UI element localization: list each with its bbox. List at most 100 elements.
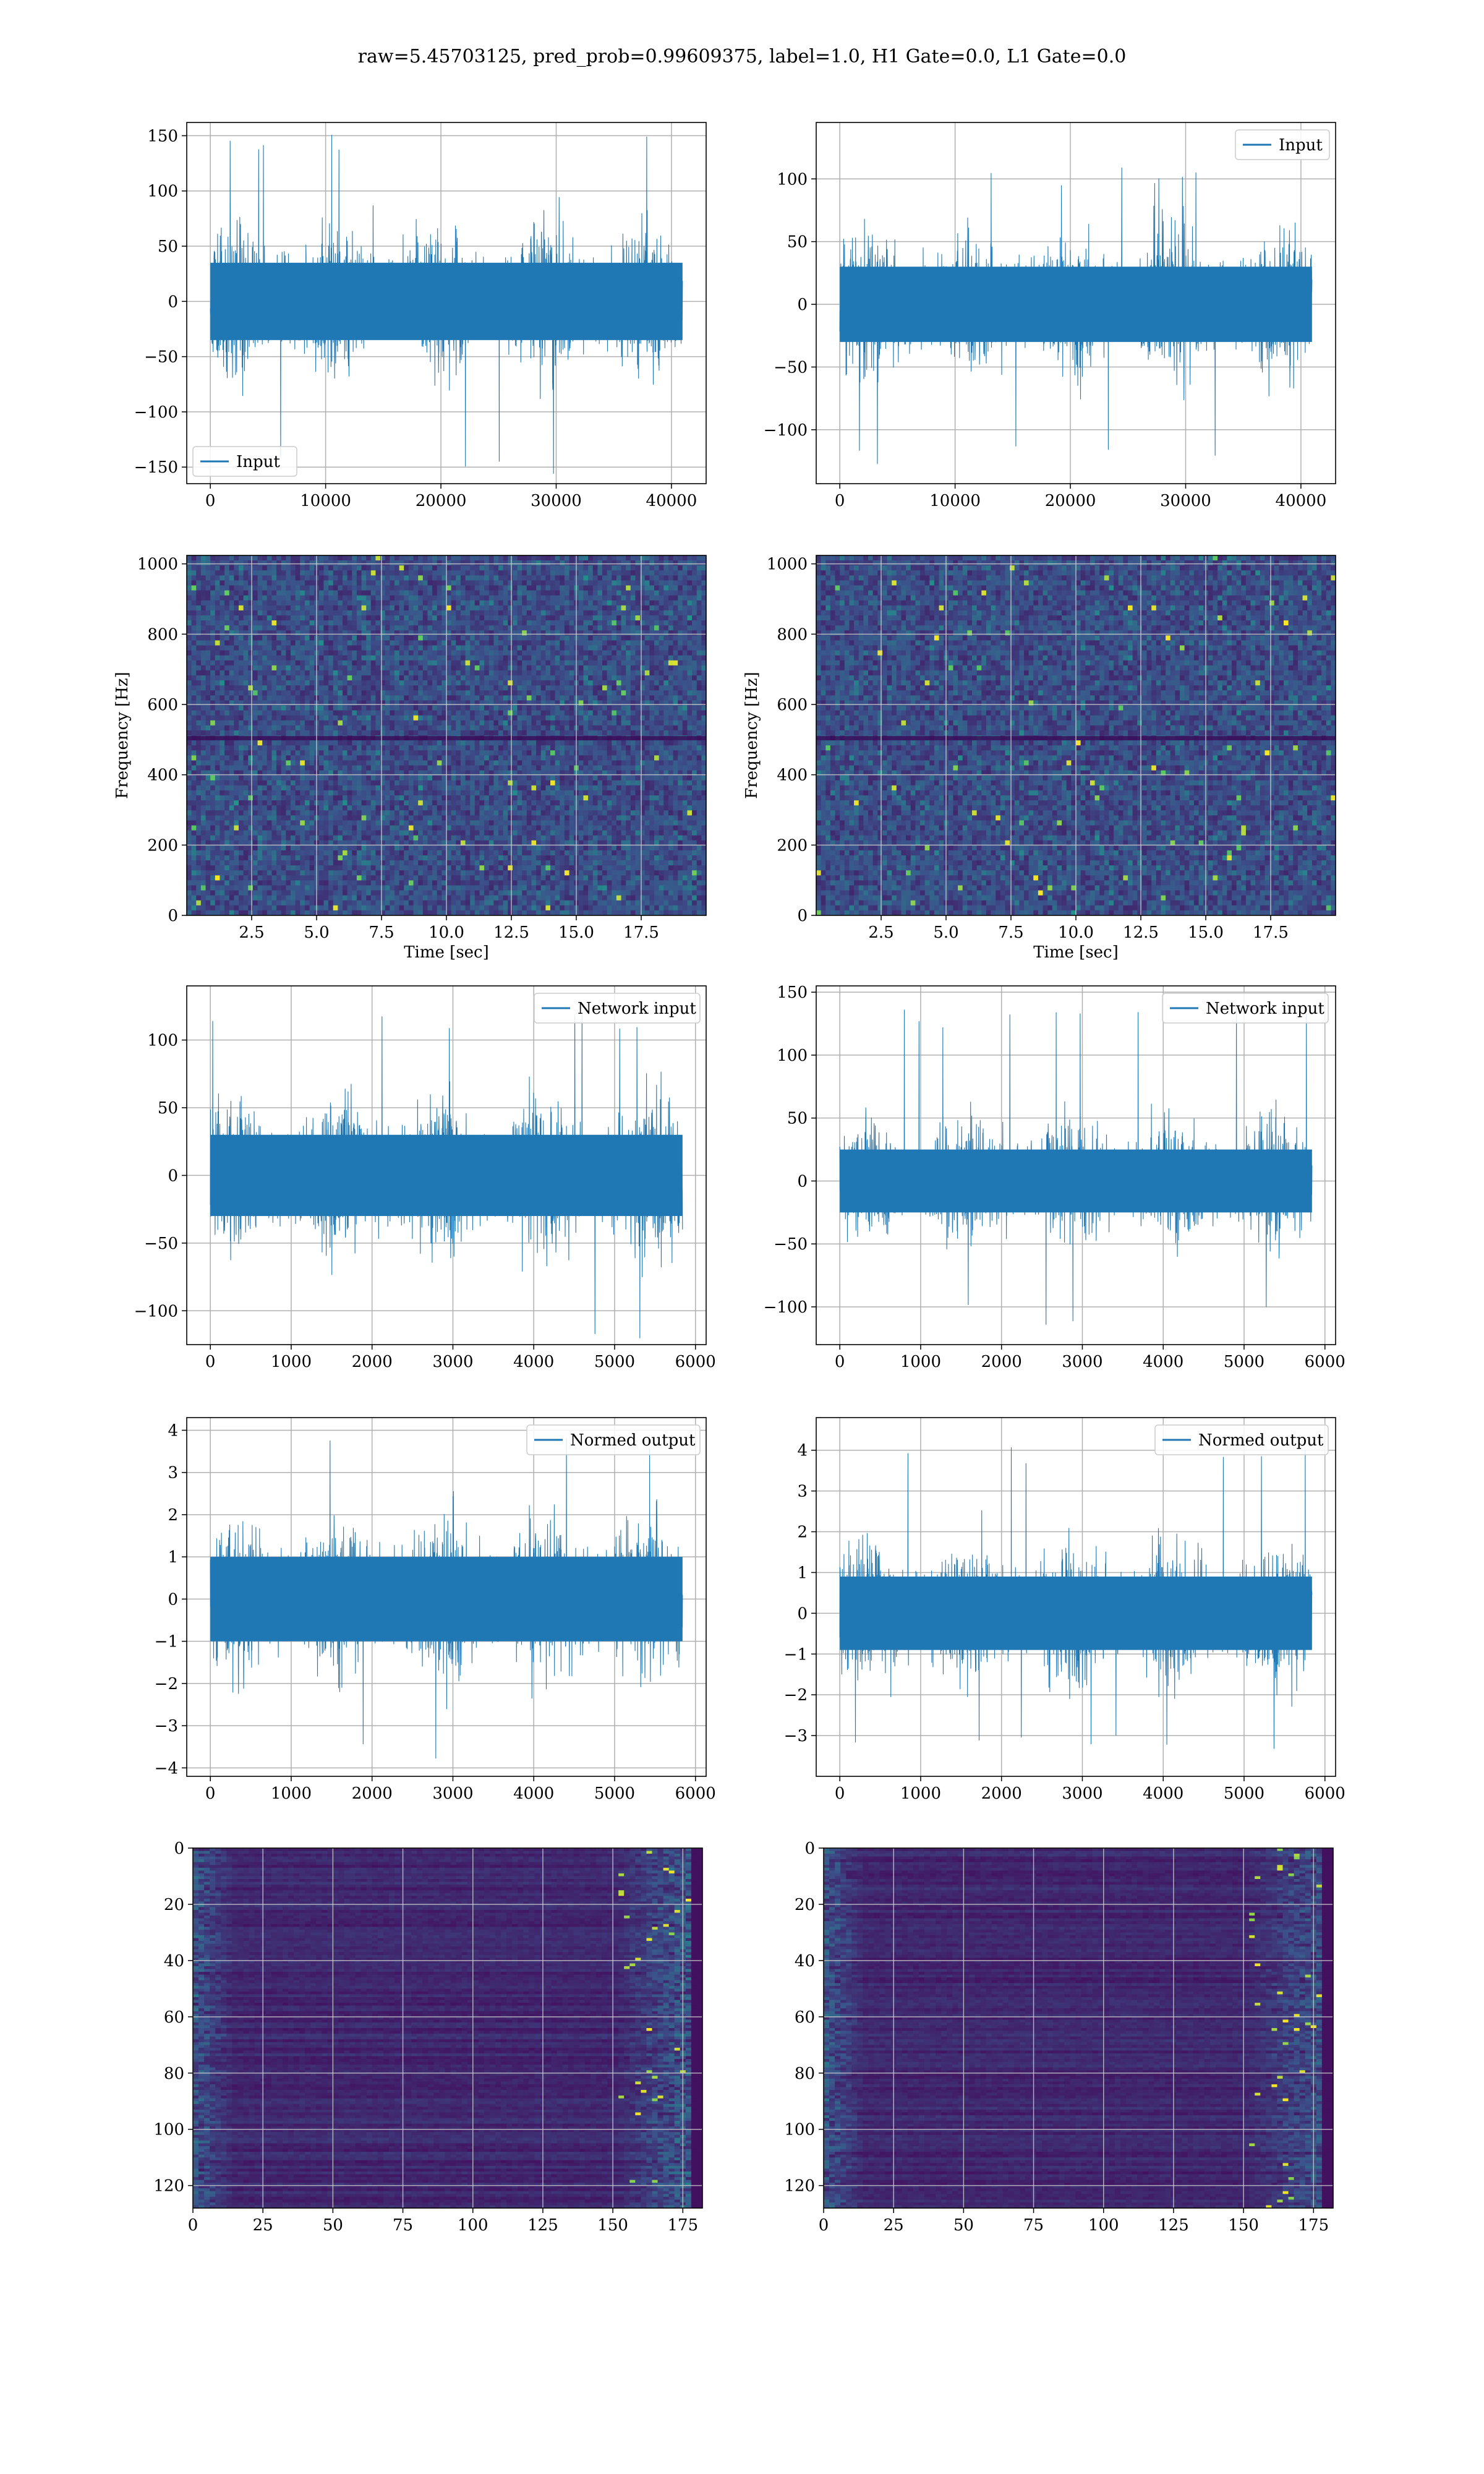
- y-tick-label: 2: [797, 1523, 808, 1542]
- x-tick-label: 175: [667, 2216, 698, 2235]
- x-tick-label: 2.5: [868, 923, 893, 942]
- x-tick-label: 50: [953, 2216, 974, 2235]
- y-tick-label: 50: [158, 1099, 178, 1118]
- x-tick-label: 150: [1228, 2216, 1259, 2235]
- y-tick-label: 600: [147, 696, 178, 714]
- y-tick-label: 3: [797, 1483, 808, 1501]
- x-tick-label: 0: [819, 2216, 829, 2235]
- x-tick-label: 50: [323, 2216, 343, 2235]
- figure-title: raw=5.45703125, pred_prob=0.99609375, la…: [0, 46, 1484, 67]
- x-tick-label: 2000: [352, 1784, 393, 1803]
- axes-frame: [816, 122, 1336, 484]
- x-tick-label: 15.0: [1188, 923, 1224, 942]
- chart-spec-h1: 2.5 5.0 7.5 10.0 12.5 15.0 17.5 0 200 400 600 800 10…: [113, 555, 707, 962]
- x-tick-label: 75: [1023, 2216, 1044, 2235]
- legend-label: Normed output: [1198, 1431, 1324, 1450]
- y-tick-label: 800: [147, 625, 178, 644]
- y-tick-label: −100: [764, 421, 808, 440]
- x-tick-label: 7.5: [369, 923, 394, 942]
- y-tick-label: 50: [787, 233, 808, 252]
- y-tick-label: 1: [797, 1564, 808, 1582]
- y-tick-label: 1000: [767, 555, 808, 574]
- y-tick-label: −150: [134, 458, 178, 477]
- y-tick-label: 80: [164, 2065, 184, 2083]
- x-tick-label: 5000: [594, 1353, 635, 1371]
- x-tick-label: 0: [205, 1353, 216, 1371]
- chart-input-h1: Input 0 10000 20000 30000 40000 −150 −100 −50 0 50…: [134, 122, 707, 510]
- x-tick-label: 2000: [352, 1353, 393, 1371]
- y-tick-label: 0: [804, 1839, 815, 1858]
- x-tick-label: 6000: [675, 1784, 716, 1803]
- y-tick-label: −50: [774, 1235, 808, 1254]
- x-tick-label: 0: [835, 492, 845, 510]
- x-tick-label: 20000: [1045, 492, 1096, 510]
- legend-label: Input: [236, 453, 280, 471]
- chart-norm-h1: Normed output 0 1000 2000 3000 4000 5000 6000 −4…: [155, 1417, 716, 1803]
- y-tick-label: 0: [797, 1172, 808, 1191]
- y-tick-label: −50: [144, 1235, 178, 1253]
- y-tick-label: −100: [134, 1302, 178, 1320]
- x-tick-label: 6000: [675, 1353, 716, 1371]
- x-tick-label: 10.0: [1058, 923, 1094, 942]
- x-tick-label: 75: [393, 2216, 413, 2235]
- y-tick-label: −50: [774, 358, 808, 377]
- x-tick-label: 125: [527, 2216, 558, 2235]
- series-core: [840, 1149, 1312, 1213]
- x-tick-label: 1000: [900, 1353, 941, 1371]
- chart-input-l1: Input 0 10000 20000 30000 40000 −100 −50 0 50 100: [764, 122, 1336, 510]
- y-tick-label: −4: [155, 1759, 178, 1778]
- x-tick-label: 5000: [594, 1784, 635, 1803]
- y-tick-label: 200: [777, 836, 808, 855]
- y-tick-label: 100: [777, 170, 808, 189]
- x-tick-label: 1000: [900, 1784, 941, 1803]
- y-tick-label: 200: [147, 836, 178, 855]
- axes-frame: [186, 985, 707, 1345]
- chart-norm-l1: Normed output 0 1000 2000 3000 4000 5000 6000 −3…: [784, 1417, 1345, 1803]
- y-axis-label: Frequency [Hz]: [113, 672, 132, 799]
- y-tick-label: 0: [168, 1590, 178, 1609]
- y-tick-label: −3: [784, 1727, 808, 1745]
- y-tick-label: 50: [158, 238, 178, 256]
- x-tick-label: 6000: [1305, 1784, 1345, 1803]
- x-tick-label: 125: [1158, 2216, 1189, 2235]
- x-tick-label: 30000: [1160, 492, 1211, 510]
- y-tick-label: 100: [777, 1047, 808, 1065]
- x-tick-label: 2.5: [239, 923, 264, 942]
- y-tick-label: 1: [168, 1548, 178, 1567]
- x-tick-label: 25: [253, 2216, 273, 2235]
- y-tick-label: 600: [777, 696, 808, 714]
- x-tick-label: 30000: [531, 492, 582, 510]
- x-tick-label: 0: [835, 1353, 845, 1371]
- x-tick-label: 175: [1298, 2216, 1329, 2235]
- y-tick-label: 150: [777, 983, 808, 1002]
- y-tick-label: 0: [797, 907, 808, 925]
- y-tick-label: −2: [784, 1686, 808, 1705]
- y-tick-label: −3: [155, 1717, 178, 1736]
- y-tick-label: 40: [795, 1952, 815, 1971]
- y-tick-label: −100: [764, 1298, 808, 1317]
- chart-feat-l1: 0 25 50 75 100 125 150 175 0 20 40 60 80 100 120: [784, 1839, 1334, 2235]
- y-tick-label: 0: [168, 907, 178, 925]
- series-core: [210, 1557, 683, 1641]
- y-tick-label: 120: [153, 2177, 184, 2196]
- y-tick-label: 0: [174, 1839, 184, 1858]
- y-tick-label: 100: [147, 1032, 178, 1050]
- x-tick-label: 12.5: [1123, 923, 1159, 942]
- legend: Input: [1235, 129, 1330, 160]
- x-tick-label: 6000: [1305, 1353, 1345, 1371]
- axes-frame: [816, 1417, 1336, 1777]
- x-tick-label: 5.0: [304, 923, 329, 942]
- x-tick-label: 0: [188, 2216, 198, 2235]
- y-tick-label: 0: [797, 1604, 808, 1623]
- y-tick-label: 20: [795, 1896, 815, 1914]
- y-tick-label: −1: [784, 1645, 808, 1664]
- x-tick-label: 2000: [981, 1784, 1022, 1803]
- x-tick-label: 4000: [1143, 1784, 1183, 1803]
- y-tick-label: 400: [147, 766, 178, 785]
- legend: Normed output: [526, 1424, 701, 1455]
- x-axis-label: Time [sec]: [404, 943, 489, 962]
- y-tick-label: 800: [777, 625, 808, 644]
- chart-spec-l1: 2.5 5.0 7.5 10.0 12.5 15.0 17.5 0 200 400 600 800 10…: [743, 555, 1336, 962]
- y-tick-label: 100: [784, 2121, 815, 2139]
